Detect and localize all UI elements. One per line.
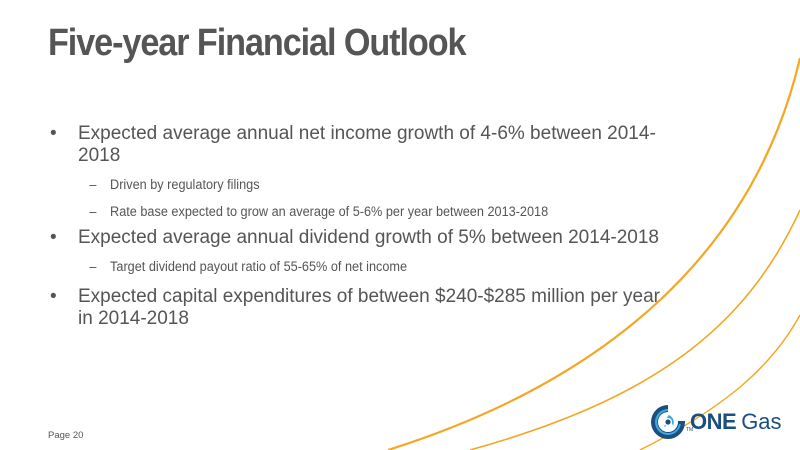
bullet-text-line: Expected capital expenditures of between…	[78, 286, 660, 307]
logo-word-gas: Gas	[741, 409, 782, 434]
bullet-item: • Expected capital expenditures of betwe…	[48, 286, 708, 330]
flame-logo-icon	[651, 405, 685, 439]
slide-title: Five-year Financial Outlook	[48, 22, 467, 64]
bullet-text-line: in 2014-2018	[78, 308, 189, 329]
sub-bullet-marker: –	[89, 177, 97, 192]
sub-bullet-text: Driven by regulatory filings	[110, 177, 260, 192]
page-number: Page 20	[48, 430, 84, 441]
sub-bullet-item: – Driven by regulatory filings	[48, 176, 668, 194]
logo-word-one: ONE	[690, 409, 737, 434]
logo-wordmark: ONE Gas TM	[686, 409, 782, 435]
bullet-text-line: 2018	[78, 145, 121, 166]
bullet-marker: •	[50, 286, 57, 307]
bullet-text-line: Expected average annual dividend growth …	[78, 227, 659, 248]
bullet-item: • Expected average annual dividend growt…	[48, 227, 708, 249]
sub-bullet-text: Rate base expected to grow an average of…	[110, 204, 549, 219]
company-logo: ONE Gas TM	[648, 400, 788, 444]
sub-bullet-marker: –	[89, 204, 97, 219]
bullet-marker: •	[50, 227, 57, 248]
bullet-text-line: Expected average annual net income growt…	[78, 123, 656, 144]
sub-bullet-item: – Rate base expected to grow an average …	[48, 203, 668, 221]
logo-trademark: TM	[686, 427, 694, 433]
sub-bullet-text: Target dividend payout ratio of 55-65% o…	[110, 259, 408, 274]
sub-bullet-marker: –	[89, 259, 97, 274]
bullet-marker: •	[50, 123, 57, 144]
sub-bullet-item: – Target dividend payout ratio of 55-65%…	[48, 258, 668, 276]
bullet-item: • Expected average annual net income gro…	[48, 123, 708, 167]
bullet-list: • Expected average annual net income gro…	[48, 123, 708, 330]
